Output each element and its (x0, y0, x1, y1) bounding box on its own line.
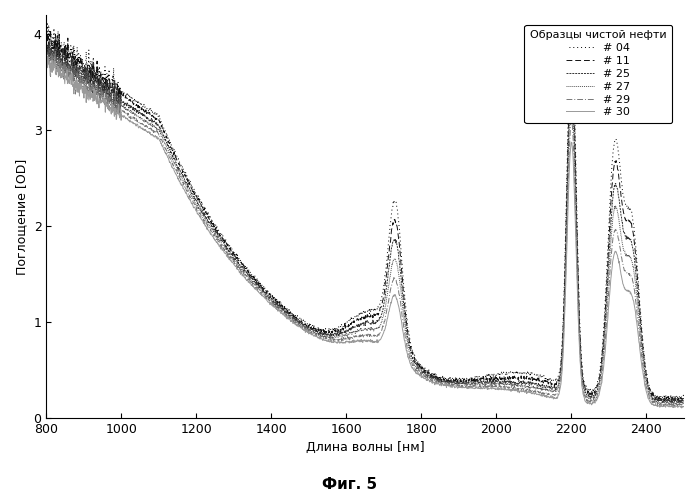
# 27 (340, 332, 348, 338)
# 27 (553, 386, 561, 392)
# 11 (340, 325, 348, 330)
# 30 (160, 147, 168, 153)
# 11 (160, 128, 168, 134)
Text: Фиг. 5: Фиг. 5 (322, 477, 377, 492)
# 27 (149, 123, 157, 129)
# 29 (149, 129, 157, 135)
# 29 (670, 403, 679, 409)
# 11 (375, 309, 384, 315)
# 04 (680, 394, 689, 400)
# 27 (403, 338, 412, 344)
# 11 (660, 398, 668, 404)
# 25 (45, 41, 54, 46)
# 29 (42, 55, 50, 61)
# 30 (403, 351, 412, 357)
# 27 (671, 401, 679, 407)
Line: # 27: # 27 (46, 45, 684, 404)
Legend: # 04, # 11, # 25, # 27, # 29, # 30: # 04, # 11, # 25, # 27, # 29, # 30 (524, 25, 672, 123)
# 30 (149, 133, 157, 139)
Line: # 04: # 04 (46, 24, 684, 399)
# 11 (403, 327, 412, 332)
# 27 (375, 325, 384, 330)
# 25 (149, 119, 157, 125)
# 04 (340, 322, 348, 328)
Line: # 30: # 30 (46, 57, 684, 408)
# 11 (46, 27, 55, 33)
Line: # 29: # 29 (46, 51, 684, 406)
Y-axis label: Поглощение [OD]: Поглощение [OD] (15, 158, 28, 275)
# 11 (680, 397, 689, 403)
X-axis label: Длина волны [нм]: Длина волны [нм] (306, 441, 424, 454)
# 29 (680, 400, 689, 406)
# 29 (375, 330, 384, 336)
# 27 (680, 399, 689, 405)
# 25 (340, 329, 348, 334)
# 30 (375, 337, 384, 343)
# 30 (340, 340, 348, 346)
# 27 (42, 49, 50, 55)
# 25 (658, 400, 667, 406)
# 25 (160, 135, 168, 141)
# 04 (160, 126, 168, 132)
Line: # 25: # 25 (46, 43, 684, 403)
# 04 (43, 21, 52, 27)
# 25 (553, 384, 561, 390)
# 25 (375, 315, 384, 321)
# 04 (375, 302, 384, 308)
# 30 (44, 54, 52, 60)
# 25 (42, 51, 50, 57)
# 30 (553, 395, 561, 401)
# 30 (42, 61, 50, 67)
# 29 (340, 336, 348, 342)
# 11 (149, 113, 157, 119)
# 25 (680, 397, 689, 403)
# 27 (45, 42, 54, 48)
# 04 (149, 110, 157, 116)
# 27 (160, 139, 168, 145)
# 29 (553, 392, 561, 398)
# 30 (680, 404, 689, 410)
Line: # 11: # 11 (46, 30, 684, 401)
# 29 (51, 48, 59, 54)
# 30 (677, 405, 686, 411)
# 29 (403, 347, 412, 353)
# 11 (553, 379, 561, 385)
# 04 (553, 376, 561, 382)
# 11 (42, 32, 50, 38)
# 04 (658, 396, 666, 402)
# 04 (403, 322, 412, 328)
# 25 (403, 333, 412, 339)
# 04 (42, 28, 50, 34)
# 29 (160, 144, 168, 150)
